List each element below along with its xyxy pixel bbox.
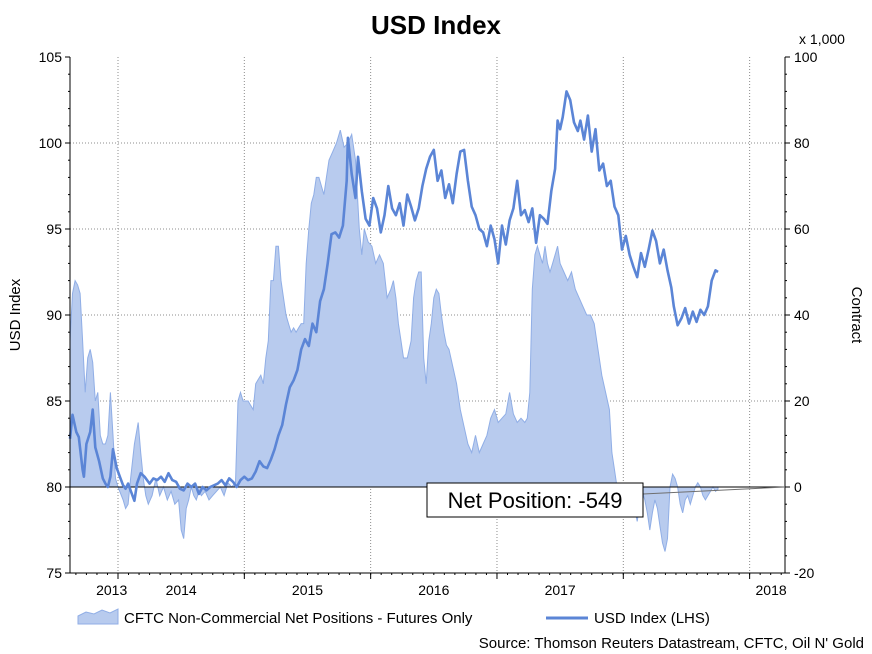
left-tick-label: 100 xyxy=(39,135,63,151)
x-tick-label: 2014 xyxy=(166,582,197,598)
usd-index-line-layer xyxy=(68,90,719,503)
x-tick-label: 2018 xyxy=(756,582,787,598)
legend-line-label: USD Index (LHS) xyxy=(594,610,710,627)
x-tick-label: 2016 xyxy=(418,582,449,598)
legend-area-label: CFTC Non-Commercial Net Positions - Futu… xyxy=(124,610,473,627)
usd-index-line xyxy=(68,90,719,503)
source-note: Source: Thomson Reuters Datastream, CFTC… xyxy=(479,635,864,652)
right-axis-multiplier: x 1,000 xyxy=(799,31,845,47)
right-tick-label: 80 xyxy=(794,135,810,151)
x-tick-label: 2015 xyxy=(292,582,323,598)
x-axis-ticks: 2013 2014 2015 2016 2017 2018 xyxy=(75,573,787,598)
right-axis-title: Contract xyxy=(848,287,865,345)
x-tick-label: 2013 xyxy=(96,582,127,598)
net-position-annotation: Net Position: -549 xyxy=(426,482,786,518)
left-axis-ticks: 75 80 85 90 95 100 105 xyxy=(39,49,70,581)
legend: CFTC Non-Commercial Net Positions - Futu… xyxy=(77,608,710,627)
annotation-text: Net Position: -549 xyxy=(448,488,623,513)
left-axis-title: USD Index xyxy=(7,278,24,351)
x-tick-label: 2017 xyxy=(545,582,576,598)
right-tick-label: 20 xyxy=(794,393,810,409)
left-tick-label: 105 xyxy=(39,49,63,65)
annotation-box xyxy=(426,482,644,518)
left-tick-label: 95 xyxy=(46,221,62,237)
right-tick-label: 40 xyxy=(794,307,810,323)
left-tick-label: 90 xyxy=(46,307,62,323)
right-tick-label: 100 xyxy=(794,49,818,65)
right-axis-ticks: -20 0 20 40 60 80 100 xyxy=(785,49,818,581)
chart-title: USD Index xyxy=(371,10,502,40)
right-tick-label: -20 xyxy=(794,565,814,581)
left-tick-label: 80 xyxy=(46,479,62,495)
right-tick-label: 0 xyxy=(794,479,802,495)
annotation-leader-line xyxy=(642,486,786,495)
right-tick-label: 60 xyxy=(794,221,810,237)
left-tick-label: 75 xyxy=(46,565,62,581)
left-tick-label: 85 xyxy=(46,393,62,409)
legend-area-swatch xyxy=(77,608,119,625)
